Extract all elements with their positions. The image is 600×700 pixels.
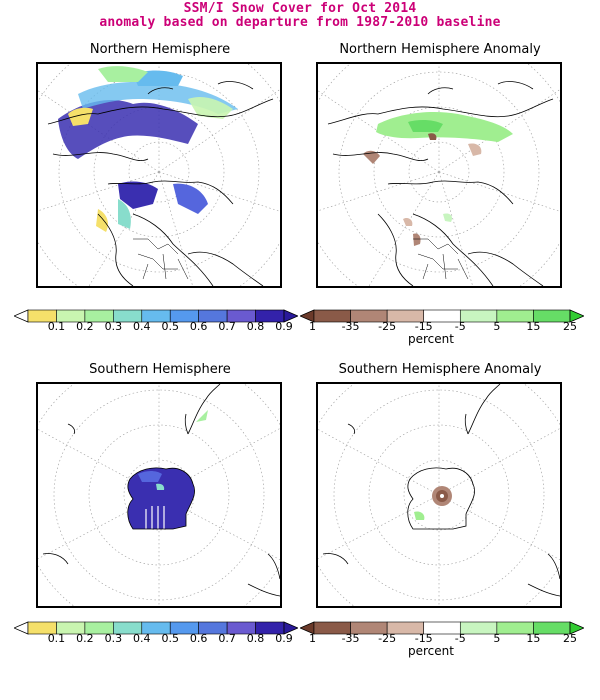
snow-legend-tick-label: 0.2 xyxy=(76,320,94,333)
anomaly-unit-label-top: percent xyxy=(408,332,454,346)
anomaly-legend-arrow-right xyxy=(569,309,586,323)
nh-anomaly-panel-title: Northern Hemisphere Anomaly xyxy=(339,42,541,57)
anomaly-legend-tick-label: -5 xyxy=(454,632,466,645)
anomaly-legend-tick-label: 25 xyxy=(563,320,577,333)
snow-colorbar-top-ticks: 0.1 0.2 0.3 0.4 0.5 0.6 0.7 0.8 0.9 1 xyxy=(14,320,316,334)
snow-legend-tick-label: 0.4 xyxy=(133,632,151,645)
snow-legend-tick-label: 0.3 xyxy=(104,632,123,645)
anomaly-legend-arrow-right xyxy=(569,621,586,635)
anomaly-colorbar-bottom xyxy=(298,620,586,635)
snow-colorbar-bottom xyxy=(12,620,300,635)
snow-legend-tick-label: 1 xyxy=(308,320,316,333)
anomaly-colorbar-top-ticks: -35-25-15-55152535 xyxy=(300,320,600,334)
anomaly-unit-label-bottom: percent xyxy=(408,644,454,658)
snow-legend-arrow-right xyxy=(283,621,300,635)
sh-anomaly-panel-title: Southern Hemisphere Anomaly xyxy=(338,362,542,377)
snow-colorbar-top xyxy=(12,308,300,323)
anomaly-legend-tick-label: -35 xyxy=(341,632,360,645)
snow-legend-tick-label: 1 xyxy=(308,632,316,645)
snow-legend-tick-label: 0.6 xyxy=(189,632,208,645)
snow-legend-tick-label: 0.9 xyxy=(275,632,293,645)
sh-anomaly-map xyxy=(316,382,562,608)
anomaly-legend-tick-label: -15 xyxy=(414,320,433,333)
anomaly-legend-tick-label: 5 xyxy=(493,320,501,333)
anomaly-legend-tick-label: -25 xyxy=(378,320,397,333)
anomaly-legend-tick-label: 15 xyxy=(526,320,541,333)
snow-colorbar-bottom-ticks: 0.1 0.2 0.3 0.4 0.5 0.6 0.7 0.8 0.9 1 xyxy=(14,632,316,646)
snow-legend-tick-label: 0.5 xyxy=(161,320,179,333)
sh-snow-map xyxy=(36,382,282,608)
nh-anomaly-map xyxy=(316,62,562,288)
anomaly-legend-tick-label: 25 xyxy=(563,632,577,645)
anomaly-colorbar-bottom-ticks: -35-25-15-55152535 xyxy=(300,632,600,646)
nh-panel-title: Northern Hemisphere xyxy=(89,42,231,57)
anomaly-legend-tick-label: 15 xyxy=(526,632,541,645)
snow-legend-tick-label: 0.7 xyxy=(218,632,236,645)
snow-legend-tick-label: 0.8 xyxy=(246,632,265,645)
anomaly-colorbar-top xyxy=(298,308,586,323)
snow-legend-tick-label: 0.4 xyxy=(133,320,151,333)
anomaly-legend-tick-label: 5 xyxy=(493,632,501,645)
anomaly-legend-tick-label: -5 xyxy=(454,320,466,333)
sh-panel-title: Southern Hemisphere xyxy=(89,362,231,377)
map-title: SSM/I Snow Cover for Oct 2014 xyxy=(183,1,417,16)
map-subtitle: anomaly based on departure from 1987-201… xyxy=(99,15,501,30)
snow-legend-tick-label: 0.1 xyxy=(47,632,66,645)
anomaly-legend-tick-label: -35 xyxy=(341,320,360,333)
snow-legend-tick-label: 0.3 xyxy=(104,320,123,333)
snow-legend-tick-label: 0.6 xyxy=(189,320,208,333)
snow-legend-tick-label: 0.2 xyxy=(76,632,94,645)
nh-snow-map xyxy=(36,62,282,288)
snow-legend-tick-label: 0.8 xyxy=(246,320,265,333)
snow-legend-tick-label: 0.7 xyxy=(218,320,236,333)
anomaly-legend-tick-label: -25 xyxy=(378,632,397,645)
snow-legend-tick-label: 0.5 xyxy=(161,632,179,645)
snow-legend-arrow-right xyxy=(283,309,300,323)
snow-legend-tick-label: 0.9 xyxy=(275,320,293,333)
snow-legend-tick-label: 0.1 xyxy=(47,320,66,333)
anomaly-legend-tick-label: -15 xyxy=(414,632,433,645)
